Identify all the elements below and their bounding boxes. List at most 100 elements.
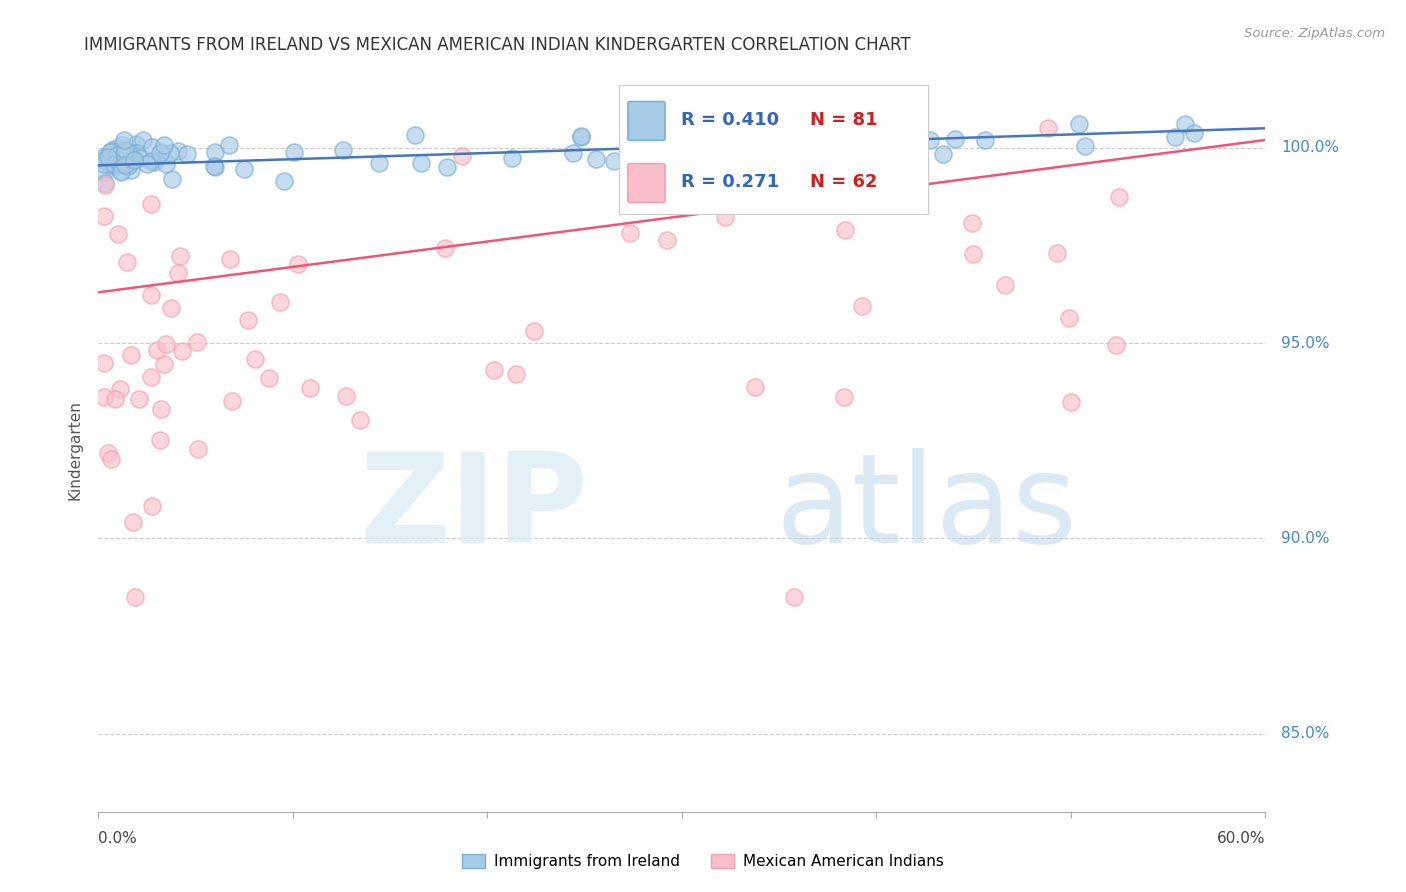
Point xyxy=(105,148,128,162)
Text: 100.0%: 100.0% xyxy=(1281,140,1339,155)
Text: 60.0%: 60.0% xyxy=(1218,831,1265,847)
Text: N = 81: N = 81 xyxy=(810,111,877,128)
Point xyxy=(141,140,163,154)
Point xyxy=(141,197,163,211)
Point xyxy=(204,161,226,175)
Point xyxy=(93,165,115,179)
Point xyxy=(146,343,169,357)
Point xyxy=(132,133,155,147)
FancyBboxPatch shape xyxy=(628,163,665,202)
Point xyxy=(117,150,139,164)
Point xyxy=(112,147,135,161)
Point xyxy=(562,146,585,161)
Point xyxy=(120,163,142,178)
Point xyxy=(149,146,172,161)
Point xyxy=(117,145,139,159)
Point xyxy=(167,266,190,280)
Point xyxy=(218,138,240,153)
Point xyxy=(142,154,165,169)
Point xyxy=(1060,394,1083,409)
Point xyxy=(233,162,256,177)
Point xyxy=(236,313,259,327)
Point xyxy=(159,145,181,160)
Point xyxy=(834,223,856,237)
Point xyxy=(170,343,193,358)
Point xyxy=(141,370,163,384)
Point xyxy=(1108,190,1130,204)
Point xyxy=(404,128,426,143)
Point xyxy=(103,157,125,171)
Text: 0.0%: 0.0% xyxy=(98,831,138,847)
Text: N = 62: N = 62 xyxy=(810,173,877,191)
Point xyxy=(128,392,150,406)
Point xyxy=(117,159,139,173)
Point xyxy=(932,147,955,161)
Text: 85.0%: 85.0% xyxy=(1281,726,1329,741)
Point xyxy=(287,257,309,271)
Point xyxy=(98,157,121,171)
Point xyxy=(505,367,527,381)
Point xyxy=(114,144,136,158)
Point xyxy=(204,145,226,159)
Point xyxy=(128,151,150,165)
Point xyxy=(124,153,146,168)
Point xyxy=(269,294,291,309)
Text: 95.0%: 95.0% xyxy=(1281,335,1330,351)
Point xyxy=(111,137,134,152)
Point xyxy=(273,174,295,188)
Point xyxy=(121,148,143,162)
Point xyxy=(713,211,735,225)
Point xyxy=(657,233,679,247)
Point xyxy=(221,394,243,409)
Point xyxy=(585,152,607,166)
Point xyxy=(120,348,142,362)
Point xyxy=(110,163,132,178)
Point xyxy=(744,379,766,393)
Point xyxy=(108,382,131,396)
Point xyxy=(121,515,143,529)
Point xyxy=(104,392,127,407)
Point xyxy=(619,227,641,241)
Legend: Immigrants from Ireland, Mexican American Indians: Immigrants from Ireland, Mexican America… xyxy=(456,848,950,875)
Point xyxy=(94,176,117,190)
Point xyxy=(141,499,163,513)
Point xyxy=(93,153,115,168)
Point xyxy=(283,145,305,159)
Point xyxy=(187,442,209,456)
Point xyxy=(93,356,115,370)
Point xyxy=(136,157,159,171)
Point xyxy=(110,165,132,179)
Point xyxy=(152,357,174,371)
Point xyxy=(349,413,371,427)
Point xyxy=(110,155,132,169)
Point xyxy=(93,390,115,404)
Text: R = 0.410: R = 0.410 xyxy=(681,111,779,128)
Point xyxy=(139,288,162,302)
Point xyxy=(219,252,242,266)
Point xyxy=(108,157,131,171)
Point xyxy=(115,255,138,269)
Point xyxy=(1038,121,1060,136)
Text: ZIP: ZIP xyxy=(360,448,589,569)
Point xyxy=(115,145,138,160)
Point xyxy=(118,148,141,162)
Point xyxy=(482,363,505,377)
Point xyxy=(1067,117,1090,131)
Point xyxy=(104,159,127,173)
Point xyxy=(335,389,357,403)
Point xyxy=(160,301,183,316)
Point xyxy=(93,209,115,223)
Point xyxy=(783,590,806,604)
Point xyxy=(759,121,782,136)
Point xyxy=(155,157,177,171)
Point xyxy=(93,150,115,164)
Point xyxy=(436,160,458,174)
FancyBboxPatch shape xyxy=(628,102,665,140)
Point xyxy=(962,247,984,261)
Point xyxy=(149,402,172,417)
Point xyxy=(409,156,432,170)
Point xyxy=(186,334,208,349)
Point xyxy=(121,145,143,160)
Point xyxy=(332,143,354,157)
Point xyxy=(714,145,737,159)
